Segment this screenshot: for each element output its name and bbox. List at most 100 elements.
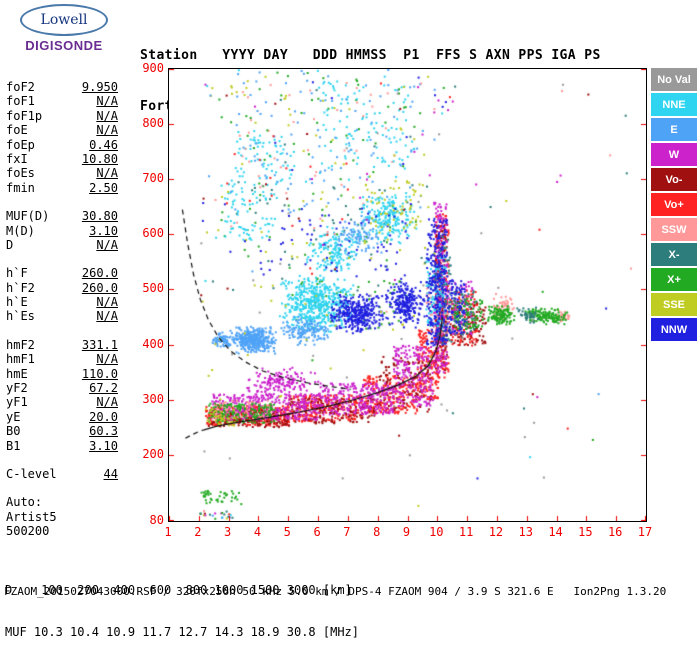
param-row: foE N/A <box>6 123 118 137</box>
param-label: hmF1 <box>6 352 35 367</box>
param-label: foEp <box>6 137 35 152</box>
param-label: Auto: <box>6 495 43 510</box>
param-label: yE <box>6 409 21 424</box>
x-tick-label: 4 <box>253 525 262 539</box>
param-value: N/A <box>96 123 118 138</box>
legend-item-x+: X+ <box>651 268 697 291</box>
param-label: foF2 <box>6 80 35 94</box>
param-row: hmE 110.0 <box>6 367 118 381</box>
x-tick-label: 6 <box>313 525 321 539</box>
param-row: h`Es N/A <box>6 309 118 323</box>
plot-area: 900 800 700 600 500 400 300 200 80 1 2 3 4 5 6 7 8 9 10 11 1… <box>142 61 652 539</box>
param-value: 3.10 <box>89 438 118 453</box>
param-value: 20.0 <box>89 409 118 424</box>
logo-lowell-text: Lowell <box>40 12 88 28</box>
x-tick-label: 14 <box>548 525 563 539</box>
legend-item-nnw: NNW <box>651 318 697 341</box>
param-label: yF2 <box>6 381 28 396</box>
legend-label: X+ <box>667 273 681 286</box>
param-label: foEs <box>6 166 35 181</box>
y-tick-label: 900 <box>142 61 164 75</box>
ionogram-canvas <box>168 68 647 522</box>
param-value: N/A <box>96 108 118 123</box>
legend-label: SSE <box>662 298 685 311</box>
param-value: 3.10 <box>89 223 118 238</box>
file-info-line: FZAOM_2015027043000.RSF / 320fx256h 50 k… <box>4 585 667 598</box>
param-label: h`F2 <box>6 280 35 295</box>
param-label: h`E <box>6 295 28 310</box>
lowell-digisonde-logo: Lowell DIGISONDE <box>8 4 120 53</box>
logo-digisonde-text: DIGISONDE <box>25 38 103 53</box>
param-group: C-level 44 <box>6 467 118 481</box>
param-row: B1 3.10 <box>6 439 118 453</box>
param-label: h`F <box>6 266 28 281</box>
param-label: 500200 <box>6 524 50 539</box>
param-value: 331.1 <box>81 337 118 352</box>
x-tick-label: 9 <box>402 525 411 539</box>
param-group: Auto: Artist5 500200 <box>6 495 118 538</box>
x-tick-label: 15 <box>578 525 593 539</box>
y-tick-label: 300 <box>142 391 164 406</box>
legend-label: NNE <box>662 98 686 111</box>
param-row: fmin 2.50 <box>6 181 118 195</box>
y-tick-label: 400 <box>142 336 164 351</box>
param-value: N/A <box>96 166 118 181</box>
distance-row: D 100 200 400 600 800 1000 1500 3000 [km… <box>5 583 352 597</box>
param-row: fxI 10.80 <box>6 152 118 166</box>
legend-label: Vo+ <box>664 198 684 211</box>
y-tick-label: 200 <box>142 446 164 461</box>
legend-item-x-: X- <box>651 243 697 266</box>
param-row: h`E N/A <box>6 295 118 309</box>
param-value: N/A <box>96 395 118 410</box>
param-label: D <box>6 237 14 252</box>
legend-item-ssw: SSW <box>651 218 697 241</box>
param-row: hmF2 331.1 <box>6 338 118 352</box>
legend-item-nne: NNE <box>651 93 697 116</box>
param-value: N/A <box>96 237 118 252</box>
x-tick-label: 10 <box>429 525 444 539</box>
param-value: 260.0 <box>81 280 118 295</box>
param-value: 30.80 <box>81 209 118 224</box>
y-tick-label: 600 <box>142 226 164 241</box>
legend-label: No Val <box>657 73 691 86</box>
param-group: MUF(D) 30.80 M(D) 3.10 D N/A <box>6 209 118 252</box>
y-tick-label: 700 <box>142 171 164 186</box>
param-label: foF1 <box>6 94 35 109</box>
param-label: B0 <box>6 424 21 439</box>
x-tick-label: 17 <box>637 525 653 539</box>
x-tick-label: 16 <box>607 525 623 539</box>
param-row: h`F 260.0 <box>6 266 118 280</box>
param-row: D N/A <box>6 238 118 252</box>
param-label: foE <box>6 123 28 138</box>
legend-label: W <box>668 148 680 161</box>
param-label: C-level <box>6 466 57 481</box>
param-row: C-level 44 <box>6 467 118 481</box>
param-row: Artist5 <box>6 510 118 524</box>
param-value: 260.0 <box>81 266 118 281</box>
parameter-panel: foF2 9.950 foF1 N/A foF1p N/A foE N/A foEp 0.46 fx… <box>6 80 118 553</box>
param-value: 0.46 <box>89 137 118 152</box>
param-value: 9.950 <box>81 80 118 94</box>
param-value: N/A <box>96 94 118 109</box>
param-value: 44 <box>103 466 118 481</box>
param-label: fmin <box>6 180 35 195</box>
legend-item-no-val: No Val <box>651 68 697 91</box>
x-tick-label: 1 <box>164 525 172 539</box>
x-tick-label: 11 <box>458 525 474 539</box>
param-row: Auto: <box>6 495 118 509</box>
param-row: MUF(D) 30.80 <box>6 209 118 223</box>
y-tick-label: 80 <box>149 513 164 527</box>
param-label: M(D) <box>6 223 35 238</box>
param-value: 10.80 <box>81 151 118 166</box>
x-tick-label: 8 <box>373 525 381 539</box>
param-value: 60.3 <box>89 424 118 439</box>
param-row: foF1 N/A <box>6 94 118 108</box>
x-tick-label: 13 <box>518 525 533 539</box>
param-row: yE 20.0 <box>6 410 118 424</box>
legend-item-sse: SSE <box>651 293 697 316</box>
param-row: foF2 9.950 <box>6 80 118 94</box>
param-value: 2.50 <box>89 180 118 195</box>
y-tick-label: 500 <box>142 281 164 296</box>
x-tick-label: 3 <box>224 525 232 539</box>
x-tick-label: 5 <box>283 525 291 539</box>
